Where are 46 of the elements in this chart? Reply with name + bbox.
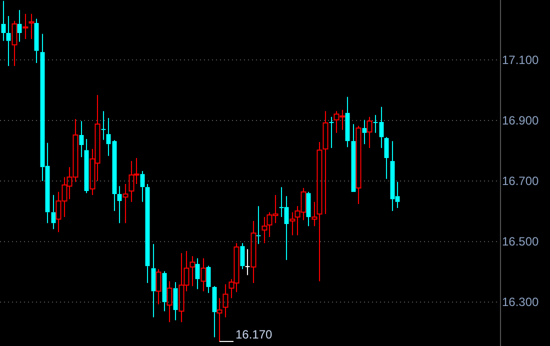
candlestick xyxy=(329,116,334,149)
candlestick xyxy=(12,20,18,66)
candlestick xyxy=(51,194,56,230)
candlestick xyxy=(366,116,372,149)
y-tick-label: 17.100 xyxy=(502,52,540,67)
candlestick xyxy=(306,191,311,227)
candlestick xyxy=(140,170,145,202)
candlestick xyxy=(200,258,206,292)
candlestick xyxy=(166,280,172,323)
candlestick xyxy=(79,120,84,158)
candlestick xyxy=(216,298,222,342)
candlestick xyxy=(6,16,11,66)
candlestick xyxy=(122,184,128,224)
candlestick xyxy=(145,184,150,284)
candlestick xyxy=(256,206,261,244)
candlestick xyxy=(206,265,211,294)
candlestick xyxy=(190,256,196,287)
annotation: 16.170 xyxy=(236,327,273,342)
candlestick xyxy=(384,136,389,180)
candlestick xyxy=(240,242,245,270)
candlestick xyxy=(28,13,34,40)
candlestick xyxy=(222,284,228,318)
candlestick xyxy=(151,243,156,318)
candlestick xyxy=(345,96,350,148)
candlestick xyxy=(212,286,217,338)
candlestick xyxy=(245,248,250,276)
candlestick xyxy=(101,110,106,140)
candlestick xyxy=(17,9,22,42)
candlestick xyxy=(362,119,367,145)
candlestick xyxy=(1,0,6,42)
y-tick-label: 16.500 xyxy=(502,234,540,248)
candlestick xyxy=(322,110,328,215)
y-tick-label: 16.300 xyxy=(502,294,540,309)
candlestick xyxy=(351,124,356,192)
candlestick xyxy=(117,186,122,224)
candlestick xyxy=(22,13,28,40)
candlestick xyxy=(250,220,256,284)
y-tick-label: 16.900 xyxy=(502,113,540,128)
candlestick xyxy=(34,18,39,64)
candlestick xyxy=(156,268,162,305)
candlestick xyxy=(173,282,178,321)
candlestick xyxy=(195,258,200,290)
candlestick xyxy=(84,138,89,194)
candlestick xyxy=(162,270,167,312)
y-tick-label: 16.700 xyxy=(502,174,540,188)
candlestick xyxy=(356,125,362,205)
